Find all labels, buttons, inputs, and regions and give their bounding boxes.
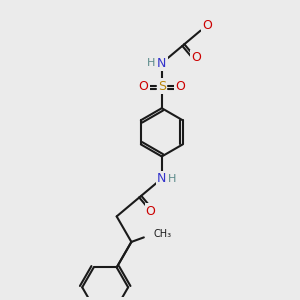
Text: O: O: [191, 51, 201, 64]
Text: N: N: [157, 172, 167, 185]
Text: O: O: [139, 80, 148, 93]
Text: O: O: [175, 80, 185, 93]
Text: N: N: [157, 57, 167, 70]
Text: H: H: [168, 174, 177, 184]
Text: CH₃: CH₃: [154, 230, 172, 239]
Text: H: H: [147, 58, 155, 68]
Text: O: O: [146, 205, 155, 218]
Text: S: S: [158, 80, 166, 93]
Text: O: O: [202, 19, 212, 32]
